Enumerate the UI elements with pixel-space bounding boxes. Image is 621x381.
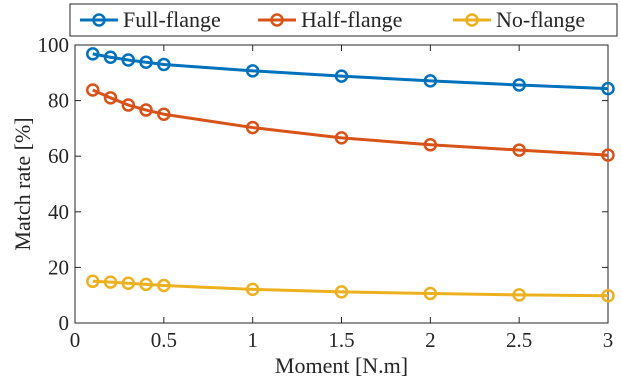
series-no-flange: [86, 274, 615, 303]
x-tick-label: 3: [603, 328, 614, 352]
series-line: [92, 88, 609, 157]
data-point: [601, 289, 615, 303]
data-point: [139, 103, 153, 117]
data-point: [103, 91, 118, 105]
legend-marker: [270, 13, 284, 27]
data-point: [512, 143, 526, 157]
data-point: [334, 131, 349, 145]
series-line: [92, 52, 609, 91]
legend-marker: [92, 13, 106, 27]
data-point: [103, 50, 118, 64]
legend-label: No-flange: [496, 7, 585, 32]
data-point: [245, 282, 260, 297]
data-point: [121, 98, 136, 112]
series-layer: [86, 47, 615, 303]
y-tick-label: 20: [48, 255, 69, 279]
series-half-flange: [86, 83, 615, 162]
legend-label: Half-flange: [301, 7, 402, 32]
legend: Full-flange Half-flange No-flange: [69, 3, 618, 37]
data-point: [334, 285, 349, 299]
y-tick-label: 100: [38, 33, 70, 57]
legend-box: [69, 3, 618, 37]
y-axis: 0 20 40 60 80 100: [38, 33, 608, 335]
data-point: [245, 120, 260, 135]
data-point: [139, 55, 153, 69]
x-tick-label: 2: [425, 328, 436, 352]
data-point: [86, 47, 100, 61]
x-tick-label: 0.5: [151, 328, 177, 352]
data-point: [86, 83, 100, 97]
data-point: [423, 286, 438, 301]
legend-label: Full-flange: [123, 7, 221, 32]
x-axis-label: Moment [N.m]: [275, 353, 408, 378]
data-point: [423, 138, 438, 152]
data-point: [512, 78, 526, 92]
y-tick-label: 80: [48, 89, 69, 113]
x-tick-label: 1: [247, 328, 258, 352]
x-tick-label: 0: [70, 328, 81, 352]
x-axis: 0 0.5 1 1.5 2 2.5 3: [70, 45, 614, 352]
data-point: [103, 275, 118, 289]
series-line: [92, 279, 609, 298]
x-tick-label: 1.5: [328, 328, 354, 352]
data-point: [157, 57, 171, 72]
data-point: [121, 53, 136, 67]
data-point: [157, 107, 171, 121]
data-point: [423, 74, 438, 88]
y-tick-label: 40: [48, 200, 69, 224]
y-tick-label: 0: [59, 311, 70, 335]
data-point: [139, 277, 153, 292]
data-point: [601, 148, 615, 162]
legend-marker: [465, 13, 479, 27]
x-tick-label: 2.5: [506, 328, 532, 352]
data-point: [512, 288, 526, 302]
series-full-flange: [86, 47, 615, 96]
data-point: [157, 278, 171, 293]
y-axis-label: Match rate [%]: [10, 117, 35, 250]
data-point: [245, 64, 260, 78]
data-point: [121, 276, 136, 290]
data-point: [334, 69, 349, 83]
data-point: [86, 274, 100, 289]
data-point: [601, 81, 615, 96]
y-tick-label: 60: [48, 144, 69, 168]
